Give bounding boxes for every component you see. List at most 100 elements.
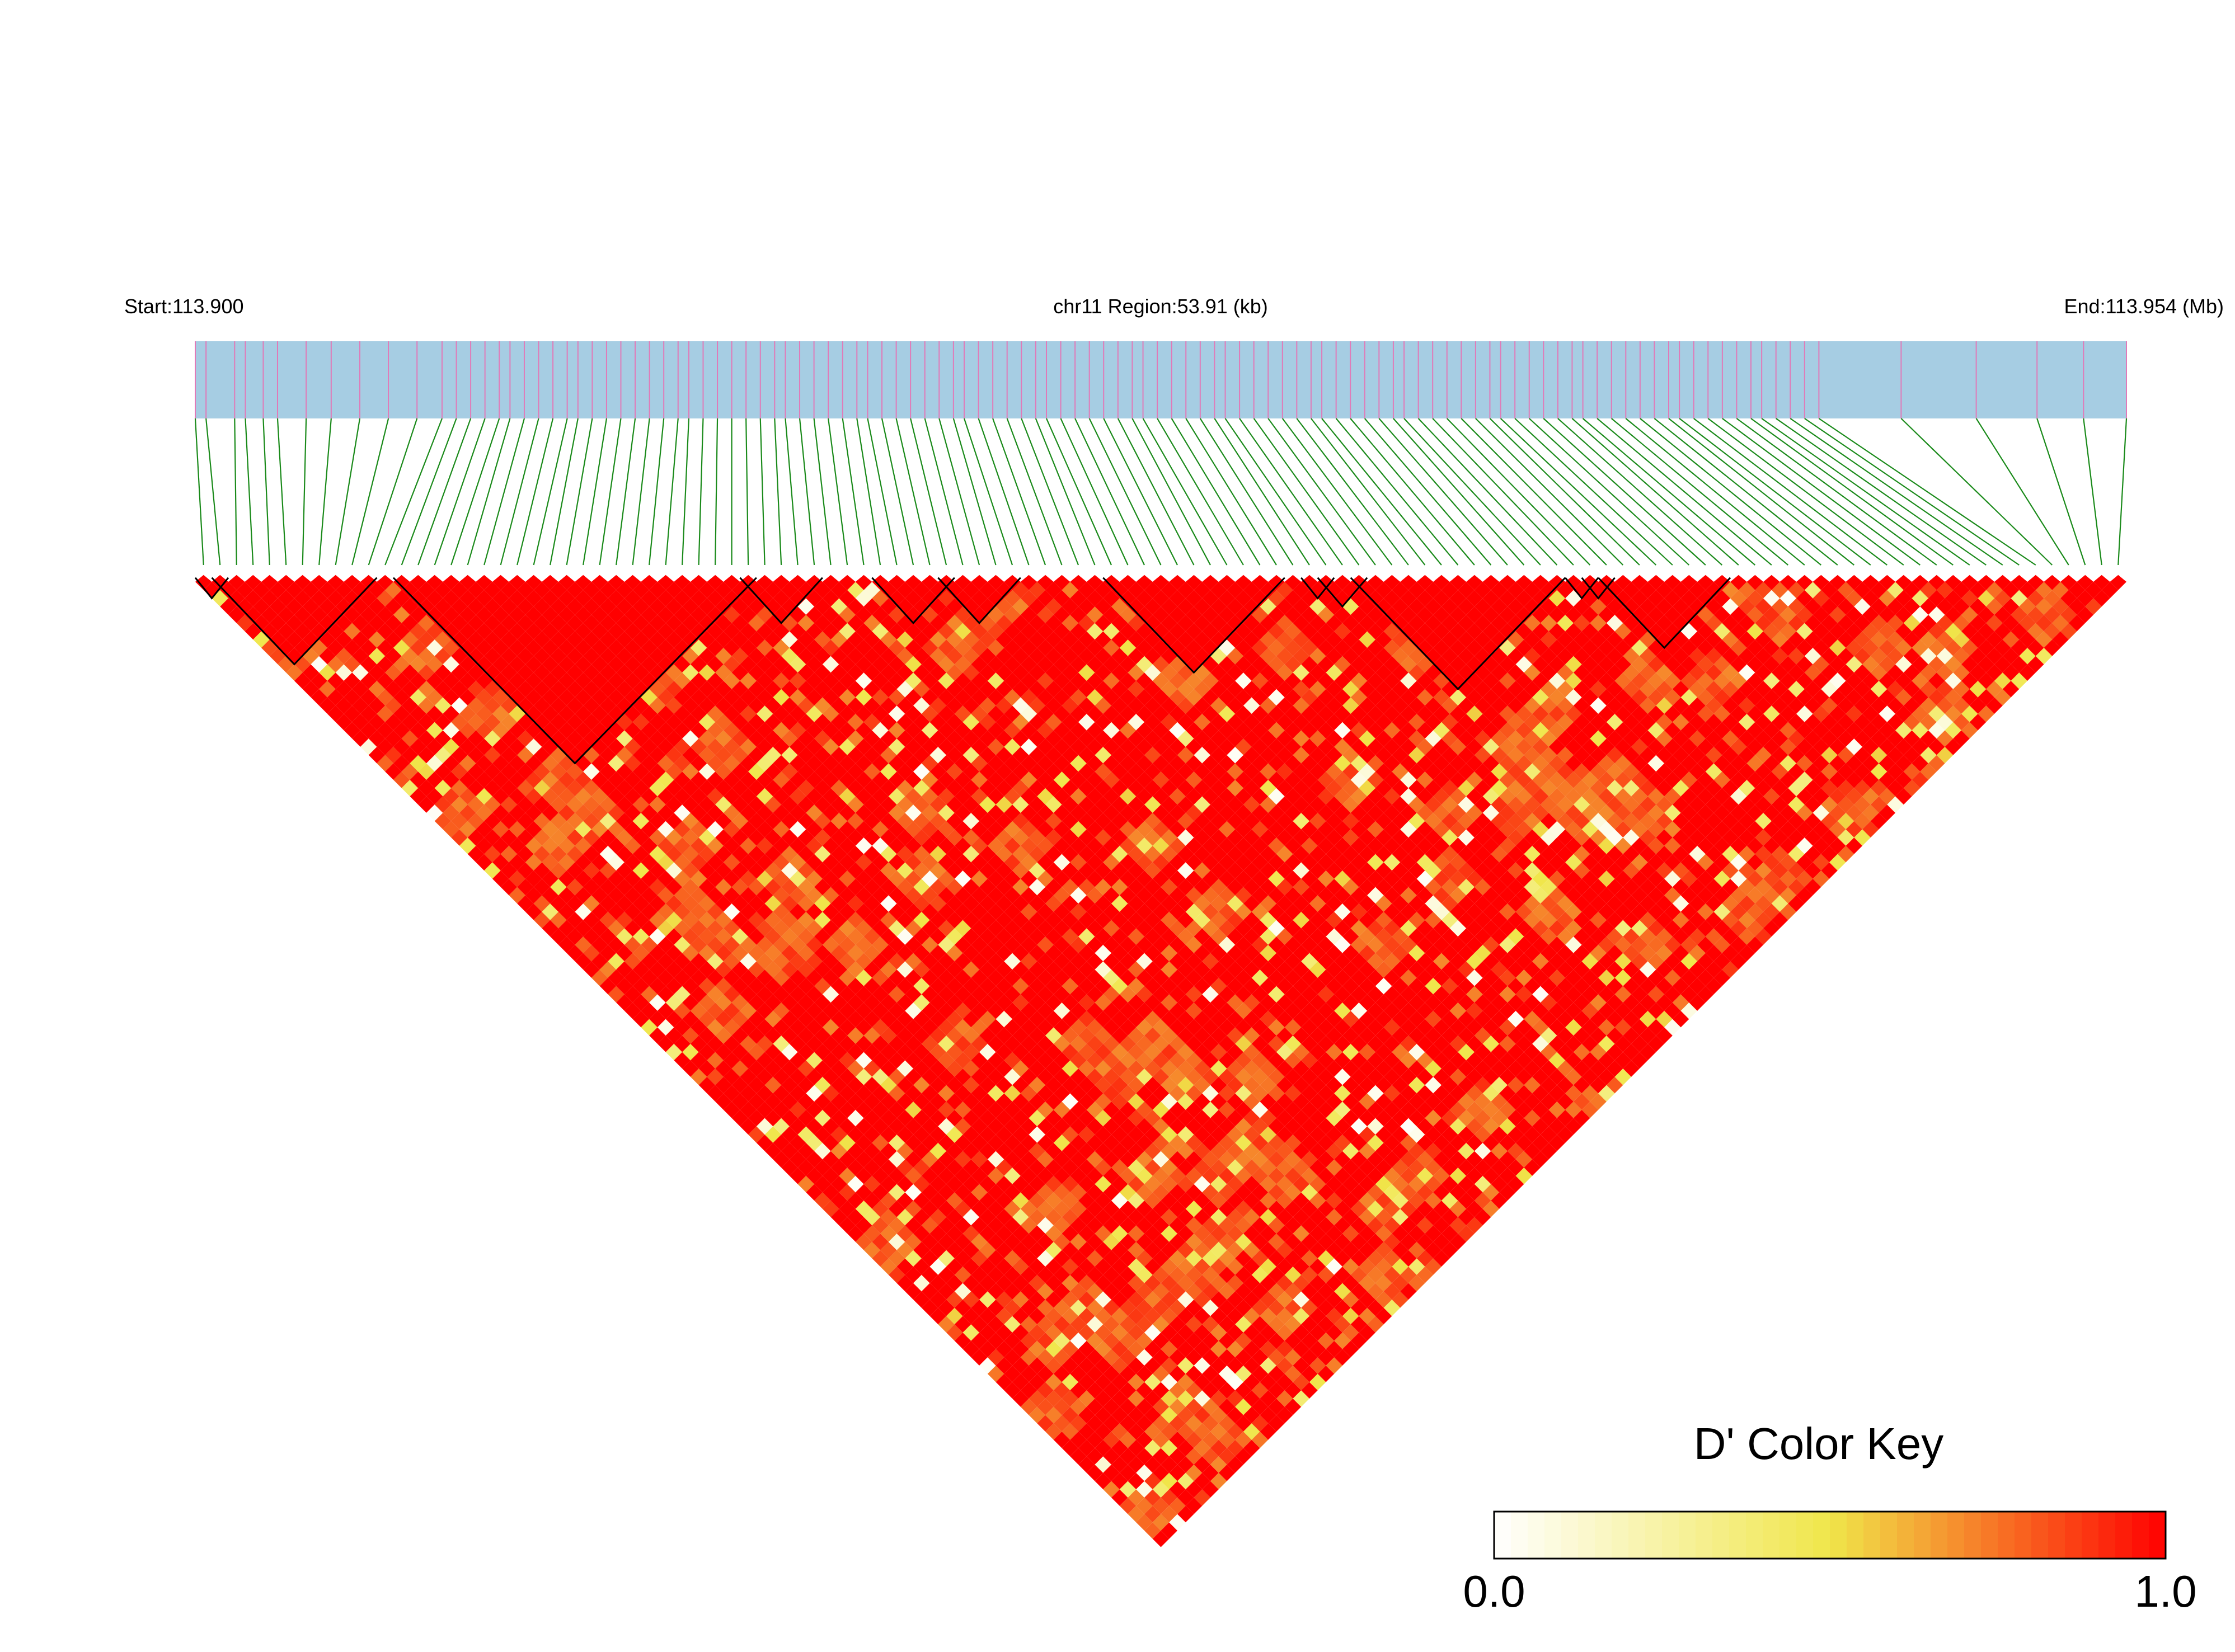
ld-cell — [533, 647, 551, 665]
snp-connector — [2117, 418, 2128, 566]
ld-cell — [1161, 763, 1177, 780]
ld-cell — [987, 1300, 1004, 1316]
ld-cell — [410, 623, 426, 640]
ld-cell — [888, 1184, 905, 1201]
ld-cell — [773, 1052, 790, 1069]
ld-cell — [987, 1366, 1004, 1382]
ld-cell — [723, 639, 740, 656]
ld-cell — [773, 788, 790, 805]
snp-connector — [774, 418, 782, 566]
ld-cell — [1383, 1135, 1401, 1151]
ld-cell — [1243, 1307, 1260, 1325]
ld-cell — [938, 606, 955, 623]
ld-cell — [1152, 969, 1170, 986]
ld-cell — [971, 1135, 988, 1151]
ld-cell — [1284, 1234, 1302, 1250]
ld-cell — [1053, 870, 1070, 887]
ld-cell — [1086, 1250, 1104, 1267]
ld-cell — [954, 821, 971, 838]
ld-cell — [773, 887, 790, 904]
ld-cell — [492, 606, 509, 623]
ld-cell — [1037, 1250, 1054, 1267]
ld-cell — [888, 1019, 905, 1036]
ld-cell — [1276, 911, 1293, 929]
ld-cell — [525, 821, 542, 838]
ld-cell — [1095, 1274, 1112, 1292]
ld-cell — [905, 590, 922, 607]
ld-cell — [484, 664, 501, 681]
ld-cell — [921, 738, 938, 755]
ld-cell — [1392, 1109, 1408, 1127]
ld-cell — [1103, 821, 1120, 838]
ld-cell — [1053, 590, 1070, 607]
ld-cell — [1392, 1093, 1408, 1110]
ld-cell — [1235, 1333, 1252, 1349]
ld-cell — [1194, 1274, 1210, 1292]
ld-cell — [1375, 911, 1392, 929]
ld-cell — [1103, 870, 1120, 887]
ld-cell — [657, 590, 674, 607]
ld-cell — [591, 804, 608, 821]
ld-cell — [773, 738, 790, 755]
ld-cell — [1004, 1267, 1021, 1283]
ld-cell — [344, 606, 360, 623]
ld-cell — [509, 887, 525, 904]
ld-cell — [533, 829, 551, 846]
ld-cell — [1309, 1010, 1326, 1028]
ld-cell — [1359, 961, 1375, 978]
ld-cell — [657, 705, 674, 722]
ld-cell — [1482, 1069, 1500, 1085]
ld-cell — [1482, 1085, 1500, 1102]
ld-cell — [1251, 837, 1269, 854]
snp-connector — [194, 418, 204, 566]
ld-cell — [525, 689, 542, 706]
ld-cell — [1037, 804, 1054, 821]
ld-cell — [352, 631, 369, 648]
ld-cell — [327, 672, 344, 689]
ld-cell — [1359, 1060, 1375, 1077]
ld-cell — [1152, 1300, 1170, 1316]
ld-cell — [1103, 1283, 1120, 1300]
ld-cell — [608, 821, 625, 838]
ld-cell — [1152, 705, 1170, 722]
ld-cell — [938, 1151, 955, 1168]
ld-cell — [1408, 1258, 1425, 1275]
ld-cell — [1136, 1333, 1153, 1349]
ld-cell — [674, 854, 691, 871]
ld-cell — [1152, 722, 1170, 739]
ld-cell — [806, 1135, 823, 1151]
ld-cell — [608, 986, 625, 1003]
ld-cell — [855, 788, 872, 805]
ld-cell — [723, 870, 740, 887]
ld-cell — [558, 771, 575, 788]
ld-cell — [1334, 1333, 1351, 1349]
ld-cell — [476, 854, 492, 871]
ld-cell — [847, 1142, 864, 1160]
ld-cell — [1103, 788, 1120, 805]
ld-cell — [987, 1069, 1004, 1085]
ld-cell — [789, 639, 806, 656]
ld-cell — [550, 829, 567, 846]
ld-cell — [1086, 837, 1104, 854]
ld-cell — [921, 689, 938, 706]
ld-cell — [674, 870, 691, 887]
ld-cell — [1177, 1093, 1194, 1110]
ld-cell — [542, 903, 558, 920]
ld-cell — [1053, 1300, 1070, 1316]
ld-cell — [1144, 1324, 1161, 1341]
ld-cell — [971, 689, 988, 706]
ld-cell — [1103, 837, 1120, 854]
ld-cell — [1037, 722, 1054, 739]
ld-cell — [1375, 1225, 1392, 1242]
ld-cell — [822, 986, 839, 1003]
ld-cell — [550, 878, 567, 896]
ld-cell — [690, 1052, 707, 1069]
ld-cell — [377, 623, 393, 640]
ld-cell — [500, 779, 518, 797]
ld-cell — [1037, 953, 1054, 970]
ld-cell — [575, 821, 591, 838]
ld-cell — [1161, 779, 1177, 797]
snp-connector — [1500, 418, 1657, 566]
ld-cell — [1020, 1085, 1037, 1102]
ld-cell — [872, 837, 889, 854]
